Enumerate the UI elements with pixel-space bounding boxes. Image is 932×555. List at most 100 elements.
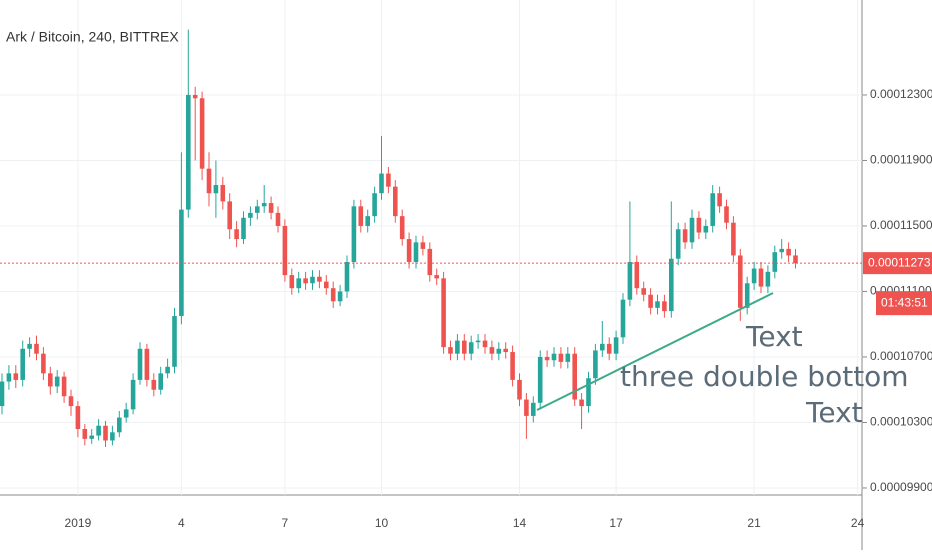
- candle-body: [524, 399, 529, 416]
- candle-body: [206, 168, 212, 194]
- candle-body: [144, 348, 150, 380]
- candle-body: [558, 353, 564, 362]
- candle-body: [165, 366, 170, 374]
- candle-body: [186, 94, 191, 210]
- candle-body: [579, 399, 584, 407]
- candle-body: [351, 206, 357, 262]
- candle-body: [386, 173, 391, 187]
- candle-body: [468, 342, 474, 354]
- candle-body: [158, 373, 163, 390]
- candle-body: [303, 278, 308, 284]
- candle-body: [27, 343, 32, 349]
- candle-body: [427, 248, 433, 276]
- annotation: three double bottom: [620, 360, 909, 393]
- x-tick-label: 4: [178, 516, 185, 530]
- candle-body: [296, 278, 301, 289]
- candle-body: [275, 212, 281, 226]
- candle-body: [110, 432, 115, 441]
- candle-body: [89, 435, 94, 439]
- candle-body: [613, 337, 619, 354]
- candle-body: [413, 242, 419, 262]
- candle-body: [641, 288, 646, 295]
- candle-body: [682, 229, 688, 243]
- candle-body: [537, 356, 543, 403]
- candle-body: [751, 268, 757, 284]
- candle-body: [68, 396, 74, 407]
- candle-body: [337, 291, 343, 302]
- x-tick-label: 17: [609, 516, 623, 530]
- candle-body: [482, 340, 488, 348]
- candle-body: [675, 229, 681, 259]
- candle-body: [213, 185, 219, 194]
- candle-body: [61, 376, 67, 397]
- price-box: [863, 252, 932, 275]
- candle-body: [227, 201, 232, 230]
- candle-body: [358, 206, 364, 226]
- candle-body: [517, 379, 522, 400]
- candle-body: [669, 258, 674, 312]
- candle-body: [593, 350, 598, 379]
- candle-body: [310, 276, 315, 284]
- candles: [0, 29, 862, 448]
- candle-body: [75, 406, 81, 430]
- candle-body: [531, 402, 536, 416]
- candle-body: [268, 203, 274, 213]
- candle-body: [282, 225, 288, 276]
- chart-title: Ark / Bitcoin, 240, BITTREX: [6, 29, 179, 45]
- candle-body: [255, 206, 260, 213]
- candle-body: [20, 348, 25, 380]
- candle-body: [634, 261, 640, 289]
- candle-body: [696, 217, 702, 233]
- candle-body: [199, 98, 205, 169]
- candle-body: [600, 343, 605, 351]
- candle-body: [172, 316, 177, 367]
- candle-body: [220, 185, 226, 202]
- candle-body: [489, 347, 495, 354]
- candle-body: [717, 193, 722, 207]
- candle-body: [289, 275, 295, 289]
- countdown-box: [876, 291, 932, 316]
- candle-body: [503, 348, 508, 353]
- x-tick-label: 7: [282, 516, 289, 530]
- y-tick-label: 0.00009900: [870, 480, 932, 494]
- price-axis-panel: [862, 0, 932, 550]
- candle-body: [572, 353, 577, 400]
- candle-body: [786, 248, 791, 256]
- candle-body: [420, 242, 426, 249]
- candle-body: [703, 225, 709, 233]
- countdown-label: 01:43:51: [881, 295, 928, 309]
- candle-body: [248, 212, 253, 218]
- candle-body: [82, 429, 88, 439]
- candle-body: [724, 206, 729, 223]
- candle-body: [117, 417, 122, 433]
- y-tick-label: 0.00010700: [870, 349, 932, 363]
- candle-body: [510, 352, 515, 380]
- candle-body: [772, 252, 778, 272]
- candle-body: [448, 347, 453, 354]
- candle-body: [399, 216, 405, 240]
- candle-body: [738, 255, 743, 308]
- candle-body: [462, 340, 467, 354]
- candle-body: [779, 248, 784, 253]
- candle-body: [731, 222, 736, 256]
- candle-body: [496, 348, 502, 354]
- candle-body: [261, 203, 267, 207]
- candle-body: [103, 425, 108, 441]
- candle-body: [241, 217, 246, 240]
- candle-body: [662, 301, 667, 312]
- candle-body: [34, 343, 39, 354]
- candle-body: [344, 261, 350, 292]
- candle-body: [317, 276, 322, 282]
- x-tick-label: 14: [513, 516, 527, 530]
- candle-body: [758, 268, 764, 287]
- candle-body: [551, 353, 557, 361]
- trend-line: [536, 292, 774, 411]
- x-tick-label: 2019: [65, 516, 92, 530]
- axis-labels: 0.000099000.000103000.000107000.00011100…: [65, 87, 932, 530]
- candle-body: [96, 425, 101, 436]
- candle-body: [330, 288, 336, 302]
- y-tick-label: 0.00011500: [870, 218, 932, 232]
- candle-body: [137, 348, 143, 380]
